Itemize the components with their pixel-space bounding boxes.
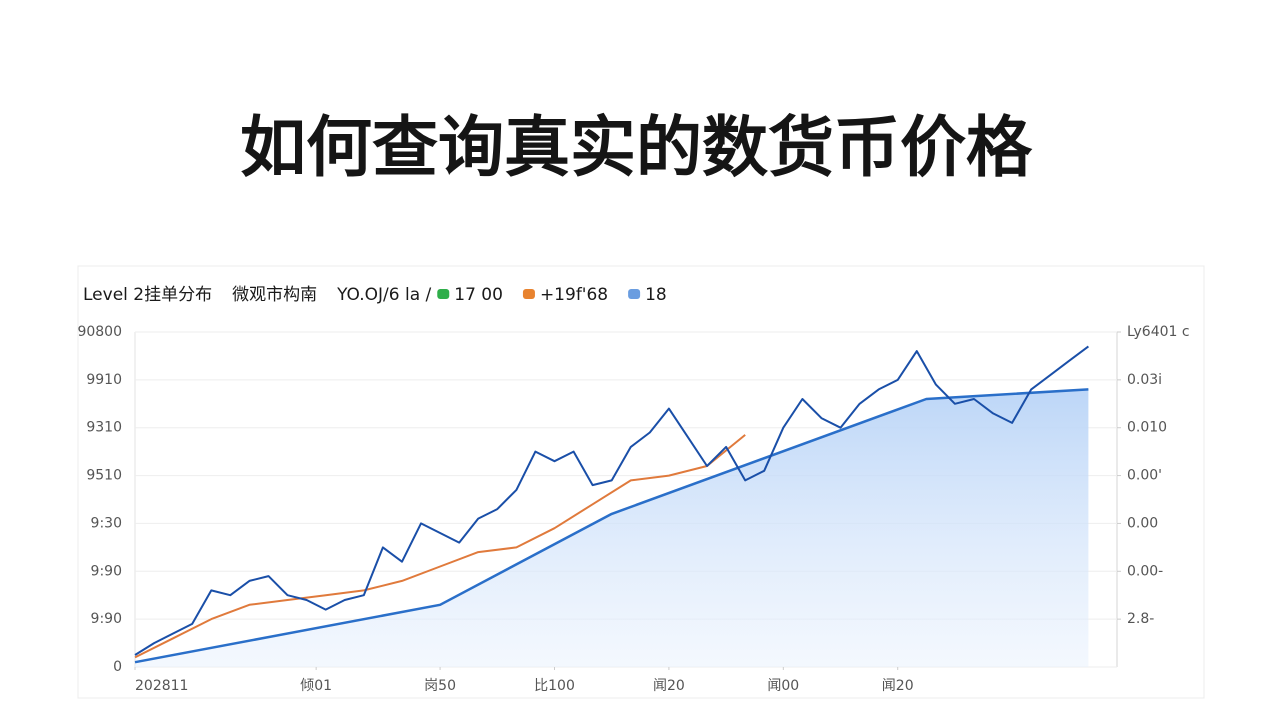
legend-label: 18 [645, 285, 667, 305]
legend-label: +19f'68 [540, 285, 608, 305]
y-tick-label: 0 [113, 659, 122, 675]
legend-label: 17 00 [454, 285, 503, 305]
y2-tick-label: 0.00 [1127, 515, 1158, 531]
y2-tick-label: 0.00' [1127, 468, 1162, 484]
series-line [134, 388, 1089, 664]
y-tick-label: 9310 [86, 420, 122, 436]
x-tick-label: 倾01 [300, 678, 332, 694]
legend-swatch [437, 289, 450, 299]
y-tick-label: 9:90 [91, 611, 122, 627]
page-title: 如何查询真实的数货币价格 [240, 109, 1033, 186]
header-text: YO.OJ/6 la / [336, 285, 431, 305]
series-line [134, 345, 1089, 656]
legend-swatch [522, 289, 535, 299]
x-tick-label: 岗50 [424, 678, 456, 694]
x-tick-label: 闻20 [882, 678, 914, 694]
y2-tick-label: 0.00- [1127, 563, 1163, 579]
x-tick-label: 闻20 [653, 678, 685, 694]
area [135, 389, 1089, 667]
y-tick-label: 9510 [86, 468, 122, 484]
series-line [134, 434, 746, 659]
chart: Level 2挂单分布 微观市构南 YO.OJ/6 la / 17 00 +19f'68… [77, 285, 1189, 694]
header-text: 微观市构南 [232, 285, 317, 305]
y-tick-label: 9:30 [91, 515, 122, 531]
y-tick-label: 90800 [77, 324, 122, 340]
y-tick-label: 9910 [86, 372, 122, 388]
y2-tick-label: 2.8- [1127, 611, 1154, 627]
x-tick-label: 202811 [135, 678, 188, 694]
x-tick-label: 比100 [534, 678, 575, 694]
y2-tick-label: 0.03i [1127, 372, 1162, 388]
y2-tick-label: 0.010 [1127, 420, 1167, 436]
legend-swatch [628, 289, 641, 299]
y2-tick-label: Ly6401 c [1127, 324, 1190, 340]
header-text: Level 2挂单分布 [83, 285, 212, 305]
y-tick-label: 9:90 [91, 563, 122, 579]
x-tick-label: 闻00 [767, 678, 799, 694]
